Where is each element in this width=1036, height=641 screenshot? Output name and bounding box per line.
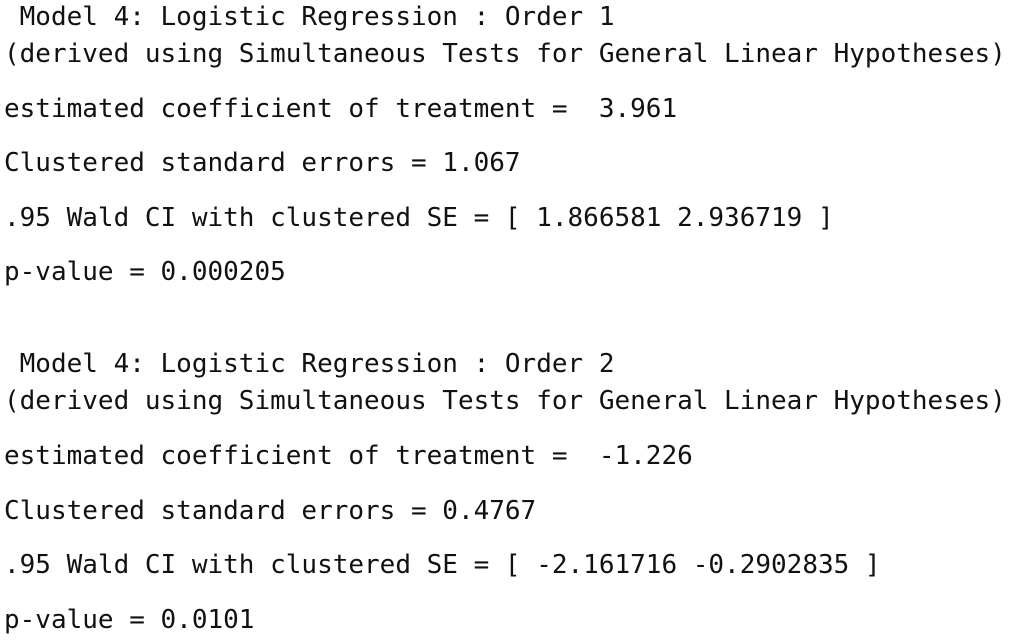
block1-p-value: p-value = 0.000205 (4, 257, 286, 287)
block2-coefficient: estimated coefficient of treatment = -1.… (4, 441, 693, 471)
block1-title: Model 4: Logistic Regression : Order 1 (4, 2, 615, 32)
block2-confidence-interval: .95 Wald CI with clustered SE = [ -2.161… (4, 550, 881, 580)
block1-coefficient: estimated coefficient of treatment = 3.9… (4, 94, 678, 124)
block2-subtitle: (derived using Simultaneous Tests for Ge… (4, 386, 1006, 416)
block1-standard-error: Clustered standard errors = 1.067 (4, 148, 521, 178)
block1-confidence-interval: .95 Wald CI with clustered SE = [ 1.8665… (4, 203, 834, 233)
block1-subtitle: (derived using Simultaneous Tests for Ge… (4, 39, 1006, 69)
block2-p-value: p-value = 0.0101 (4, 605, 255, 635)
block2-standard-error: Clustered standard errors = 0.4767 (4, 496, 537, 526)
block2-title: Model 4: Logistic Regression : Order 2 (4, 349, 615, 379)
